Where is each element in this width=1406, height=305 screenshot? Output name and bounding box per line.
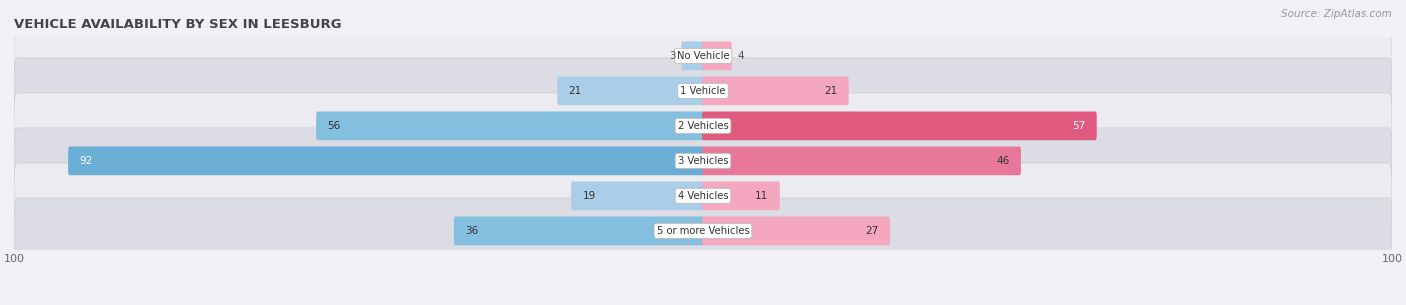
FancyBboxPatch shape	[14, 198, 1392, 264]
Text: VEHICLE AVAILABILITY BY SEX IN LEESBURG: VEHICLE AVAILABILITY BY SEX IN LEESBURG	[14, 18, 342, 31]
FancyBboxPatch shape	[682, 41, 704, 70]
FancyBboxPatch shape	[14, 163, 1392, 229]
Text: 4 Vehicles: 4 Vehicles	[678, 191, 728, 201]
Text: 2 Vehicles: 2 Vehicles	[678, 121, 728, 131]
FancyBboxPatch shape	[702, 77, 849, 105]
FancyBboxPatch shape	[702, 181, 780, 210]
Text: No Vehicle: No Vehicle	[676, 51, 730, 61]
FancyBboxPatch shape	[14, 93, 1392, 159]
Text: 3: 3	[669, 51, 675, 61]
Text: 19: 19	[582, 191, 596, 201]
FancyBboxPatch shape	[702, 41, 731, 70]
FancyBboxPatch shape	[702, 146, 1021, 175]
Text: Source: ZipAtlas.com: Source: ZipAtlas.com	[1281, 9, 1392, 19]
FancyBboxPatch shape	[316, 112, 704, 140]
Text: 4: 4	[738, 51, 744, 61]
Text: 92: 92	[80, 156, 93, 166]
FancyBboxPatch shape	[557, 77, 704, 105]
Text: 3 Vehicles: 3 Vehicles	[678, 156, 728, 166]
FancyBboxPatch shape	[14, 58, 1392, 124]
Text: 36: 36	[465, 226, 478, 236]
Text: 1 Vehicle: 1 Vehicle	[681, 86, 725, 96]
FancyBboxPatch shape	[571, 181, 704, 210]
FancyBboxPatch shape	[454, 217, 704, 245]
Text: 5 or more Vehicles: 5 or more Vehicles	[657, 226, 749, 236]
FancyBboxPatch shape	[702, 112, 1097, 140]
Text: 21: 21	[568, 86, 582, 96]
FancyBboxPatch shape	[67, 146, 704, 175]
FancyBboxPatch shape	[702, 217, 890, 245]
Text: 56: 56	[328, 121, 340, 131]
Text: 21: 21	[824, 86, 838, 96]
Text: 11: 11	[755, 191, 769, 201]
Text: 57: 57	[1073, 121, 1085, 131]
Text: 27: 27	[866, 226, 879, 236]
FancyBboxPatch shape	[14, 23, 1392, 89]
Text: 46: 46	[997, 156, 1010, 166]
FancyBboxPatch shape	[14, 128, 1392, 194]
